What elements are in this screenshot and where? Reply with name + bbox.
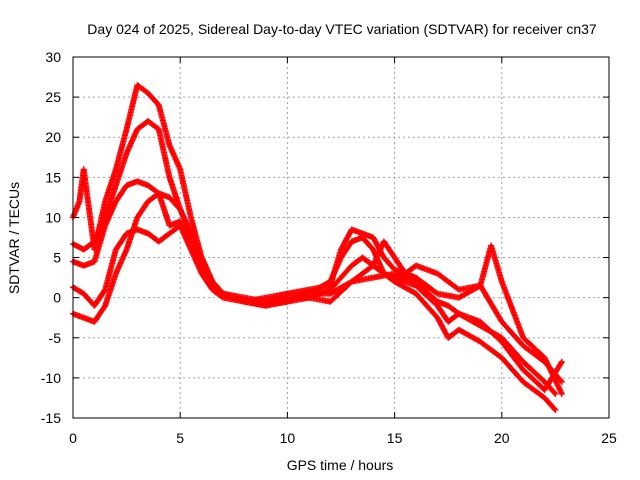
x-tick-label: 20 <box>494 430 510 446</box>
y-tick-label: -15 <box>41 410 61 426</box>
y-axis-label: SDTVAR / TECUs <box>6 182 22 294</box>
y-tick-label: 30 <box>45 49 61 65</box>
tick-labels: 0 5 10 15 20 25 -15 -10 -5 0 5 10 15 20 25 30 <box>41 49 617 446</box>
data-point <box>551 405 558 412</box>
data-point <box>558 358 565 365</box>
x-tick-label: 25 <box>601 430 617 446</box>
y-tick-label: 15 <box>45 169 61 185</box>
plot-frame <box>72 56 610 419</box>
data-point <box>433 289 440 296</box>
data-point <box>552 406 559 413</box>
series-track-b <box>70 190 559 413</box>
y-tick-label: 25 <box>45 89 61 105</box>
data-point <box>558 390 565 397</box>
x-tick-label: 5 <box>176 430 184 446</box>
data-point <box>551 389 558 396</box>
axis-ticks <box>72 56 610 419</box>
data-point <box>558 378 565 385</box>
data-point <box>552 390 559 397</box>
data-point <box>557 377 564 384</box>
data-points <box>70 82 565 413</box>
series-track-e <box>70 82 565 393</box>
series-track-a <box>70 222 559 397</box>
x-tick-label: 0 <box>69 430 77 446</box>
y-tick-label: 0 <box>53 290 61 306</box>
data-point <box>101 287 108 294</box>
y-tick-label: 5 <box>53 250 61 266</box>
x-tick-label: 10 <box>280 430 296 446</box>
chart-title: Day 024 of 2025, Sidereal Day-to-day VTE… <box>87 21 597 37</box>
x-tick-label: 15 <box>387 430 403 446</box>
y-tick-label: 10 <box>45 209 61 225</box>
y-tick-label: -5 <box>49 330 62 346</box>
y-tick-label: 20 <box>45 129 61 145</box>
y-tick-label: -10 <box>41 370 61 386</box>
x-axis-label: GPS time / hours <box>287 457 394 473</box>
